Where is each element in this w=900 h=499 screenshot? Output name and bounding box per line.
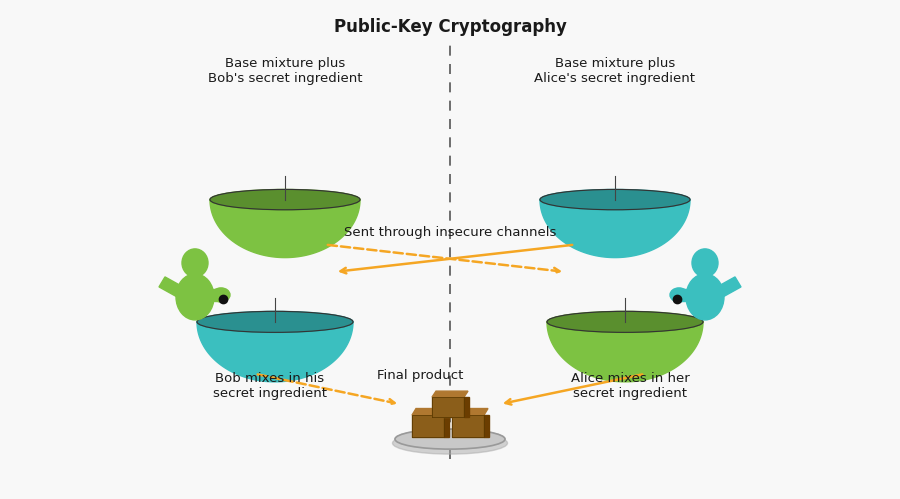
Ellipse shape [182,249,208,277]
Ellipse shape [395,429,505,449]
Polygon shape [547,322,703,382]
Polygon shape [432,397,464,417]
Text: Sent through insecure channels: Sent through insecure channels [344,226,556,239]
Polygon shape [210,200,360,257]
Text: Final product: Final product [377,369,464,382]
Ellipse shape [547,311,703,332]
Ellipse shape [540,190,690,210]
Polygon shape [432,391,468,397]
Ellipse shape [230,349,320,360]
Text: Bob mixes in his
secret ingredient: Bob mixes in his secret ingredient [213,372,327,400]
Ellipse shape [572,226,658,237]
Ellipse shape [670,288,688,302]
Ellipse shape [176,274,214,320]
Text: Base mixture plus
Alice's secret ingredient: Base mixture plus Alice's secret ingredi… [535,57,696,85]
Ellipse shape [210,190,360,210]
Ellipse shape [580,349,670,360]
Text: Public-Key Cryptography: Public-Key Cryptography [334,18,566,36]
Polygon shape [464,397,469,417]
Polygon shape [452,415,484,437]
Polygon shape [197,322,353,382]
Polygon shape [540,200,690,257]
Polygon shape [444,415,449,437]
Ellipse shape [197,311,353,332]
Ellipse shape [212,288,230,302]
Polygon shape [159,277,183,297]
Text: Alice mixes in her
secret ingredient: Alice mixes in her secret ingredient [571,372,689,400]
Polygon shape [412,415,444,437]
Ellipse shape [242,226,328,237]
Ellipse shape [392,432,508,454]
Polygon shape [207,289,221,301]
Ellipse shape [692,249,718,277]
Polygon shape [452,409,488,415]
Text: Base mixture plus
Bob's secret ingredient: Base mixture plus Bob's secret ingredien… [208,57,362,85]
Ellipse shape [686,274,724,320]
Polygon shape [717,277,741,297]
Polygon shape [679,289,693,301]
Polygon shape [484,415,489,437]
Polygon shape [412,409,448,415]
